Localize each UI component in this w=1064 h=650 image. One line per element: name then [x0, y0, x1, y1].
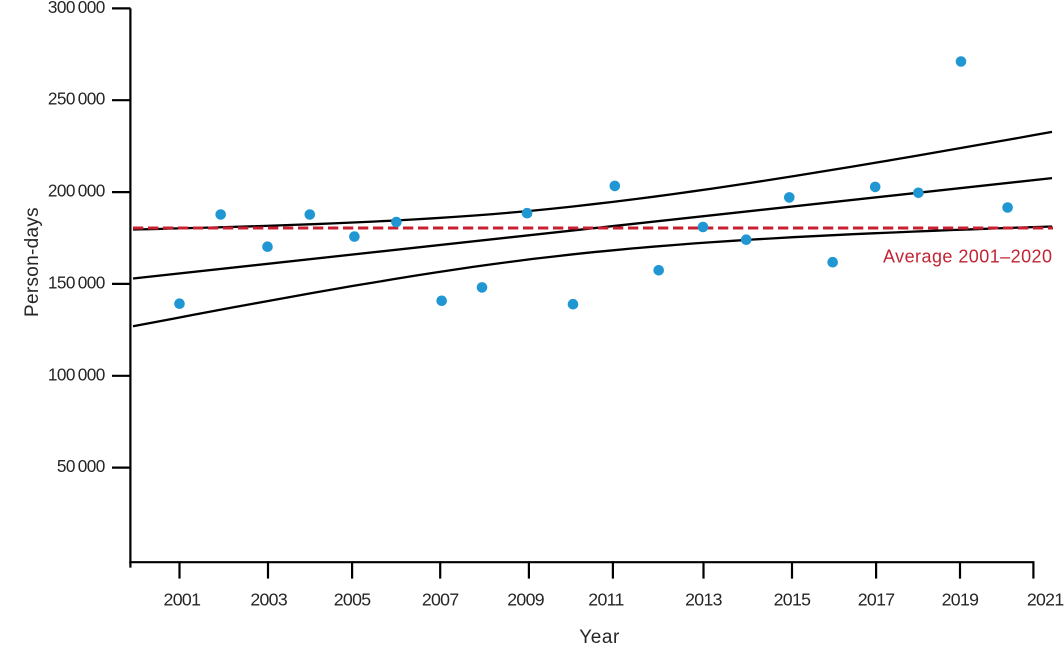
svg-text:2005: 2005 — [334, 590, 372, 610]
svg-text:2021: 2021 — [1027, 590, 1064, 610]
svg-text:2011: 2011 — [588, 590, 623, 610]
svg-text:200 000: 200 000 — [48, 181, 105, 201]
svg-text:2003: 2003 — [250, 590, 288, 610]
svg-text:300 000: 300 000 — [48, 0, 105, 17]
svg-text:2017: 2017 — [858, 590, 895, 610]
svg-text:100 000: 100 000 — [48, 364, 105, 384]
svg-text:50 000: 50 000 — [57, 456, 105, 476]
svg-text:2007: 2007 — [422, 590, 459, 610]
svg-text:250 000: 250 000 — [48, 89, 105, 109]
svg-text:2019: 2019 — [942, 590, 979, 610]
svg-text:2015: 2015 — [774, 590, 812, 610]
svg-text:150 000: 150 000 — [48, 272, 105, 292]
svg-text:2001: 2001 — [164, 590, 201, 610]
svg-text:Person-days: Person-days — [22, 207, 43, 317]
svg-text:Year: Year — [579, 627, 620, 648]
svg-text:2013: 2013 — [685, 590, 723, 610]
svg-text:Average 2001–2020: Average 2001–2020 — [883, 247, 1052, 267]
svg-text:2009: 2009 — [507, 590, 544, 610]
